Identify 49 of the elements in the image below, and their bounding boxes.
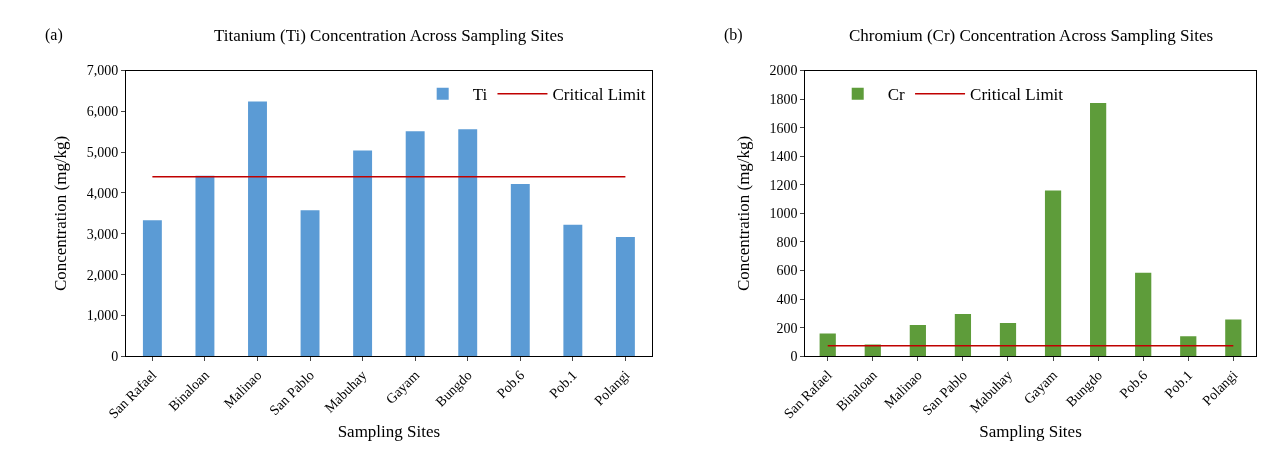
x-axis-title: Sampling Sites bbox=[337, 421, 441, 441]
bar bbox=[1090, 103, 1107, 357]
chart-title: Titanium (Ti) Concentration Across Sampling Sites bbox=[214, 26, 564, 45]
bar bbox=[1225, 319, 1242, 357]
x-axis-title: Sampling Sites bbox=[979, 421, 1082, 441]
text: (a) bbox=[45, 26, 63, 44]
bar bbox=[1044, 190, 1062, 357]
bar bbox=[615, 237, 635, 357]
y-tick-label: 1000 bbox=[769, 206, 798, 222]
legend-label: Critical Limit bbox=[552, 85, 646, 105]
y-tick-label: 5,000 bbox=[86, 145, 119, 161]
y-tick-label: 4,000 bbox=[86, 185, 119, 201]
bar bbox=[353, 150, 373, 357]
y-tick-label: 0 bbox=[790, 349, 798, 365]
y-axis-title: Concentration (mg/kg) bbox=[51, 135, 71, 292]
bar bbox=[405, 131, 425, 357]
y-tick-label: 7,000 bbox=[86, 63, 119, 79]
y-tick-label: 2000 bbox=[769, 63, 798, 79]
y-tick-label: 0 bbox=[111, 349, 119, 365]
legend-label: Cr bbox=[887, 85, 906, 105]
bar bbox=[248, 101, 267, 357]
y-tick-label: 200 bbox=[776, 320, 798, 336]
bar bbox=[1135, 272, 1152, 357]
bar bbox=[142, 220, 162, 357]
bar bbox=[999, 323, 1017, 357]
y-tick-label: 1,000 bbox=[86, 308, 119, 324]
bar bbox=[563, 224, 583, 357]
y-tick-label: 1200 bbox=[769, 177, 798, 193]
bar bbox=[510, 184, 530, 357]
y-tick-label: 3,000 bbox=[86, 226, 119, 242]
bar bbox=[909, 325, 926, 357]
y-tick-label: 1400 bbox=[769, 149, 798, 165]
bar bbox=[300, 210, 320, 357]
chart-title: Chromium (Cr) Concentration Across Sampling Sites bbox=[849, 26, 1214, 45]
y-axis-title: Concentration (mg/kg) bbox=[733, 135, 753, 292]
legend-label: Critical Limit bbox=[970, 85, 1064, 105]
bar bbox=[458, 129, 478, 357]
bar bbox=[195, 175, 215, 357]
y-tick-label: 400 bbox=[776, 292, 798, 308]
text: (b) bbox=[724, 26, 743, 44]
y-tick-label: 800 bbox=[776, 234, 798, 250]
y-tick-label: 2,000 bbox=[86, 267, 119, 283]
y-tick-label: 1800 bbox=[769, 91, 798, 107]
bar bbox=[954, 314, 972, 357]
y-tick-label: 6,000 bbox=[86, 104, 119, 120]
y-tick-label: 600 bbox=[776, 263, 798, 279]
bar bbox=[819, 333, 836, 357]
legend-label: Ti bbox=[472, 85, 488, 105]
y-tick-label: 1600 bbox=[769, 120, 798, 136]
